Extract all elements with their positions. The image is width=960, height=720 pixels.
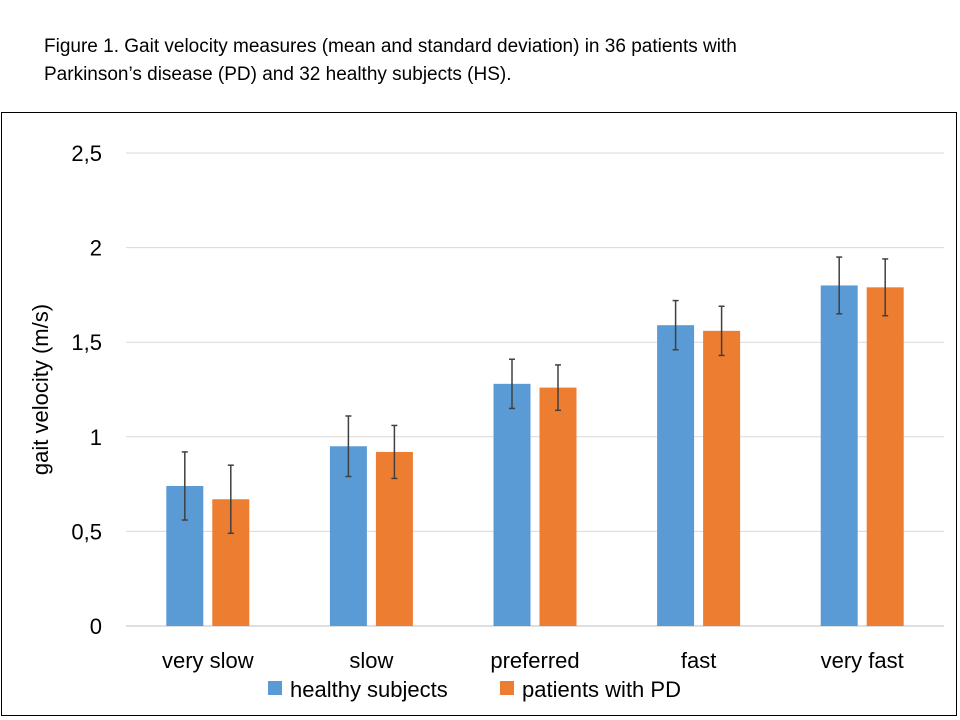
legend-swatch	[268, 681, 282, 695]
bar-pd	[703, 330, 741, 626]
y-tick-label: 2,5	[71, 141, 102, 166]
x-category-label: very fast	[821, 648, 904, 673]
y-tick-label: 0,5	[71, 519, 102, 544]
x-category-label: preferred	[490, 648, 579, 673]
y-tick-label: 0	[90, 614, 102, 639]
bar-pd	[375, 451, 413, 626]
bar-pd	[866, 287, 904, 626]
caption-line-1: Figure 1. Gait velocity measures (mean a…	[44, 36, 737, 57]
bar-healthy	[820, 285, 858, 626]
y-tick-label: 2	[90, 236, 102, 261]
legend-label: patients with PD	[522, 677, 681, 702]
y-tick-label: 1	[90, 425, 102, 450]
bar-healthy	[657, 325, 695, 626]
bar-pd	[539, 387, 577, 626]
x-category-label: fast	[681, 648, 716, 673]
chart-frame	[1, 112, 957, 716]
y-axis-label: gait velocity (m/s)	[28, 304, 53, 475]
y-tick-label: 1,5	[71, 330, 102, 355]
legend-swatch	[500, 681, 514, 695]
legend-label: healthy subjects	[290, 677, 448, 702]
bar-healthy	[493, 383, 531, 626]
x-category-label: slow	[349, 648, 393, 673]
x-category-label: very slow	[162, 648, 254, 673]
caption-line-2: Parkinson’s disease (PD) and 32 healthy …	[44, 64, 512, 85]
figure-caption: Figure 1. Gait velocity measures (mean a…	[44, 33, 924, 89]
